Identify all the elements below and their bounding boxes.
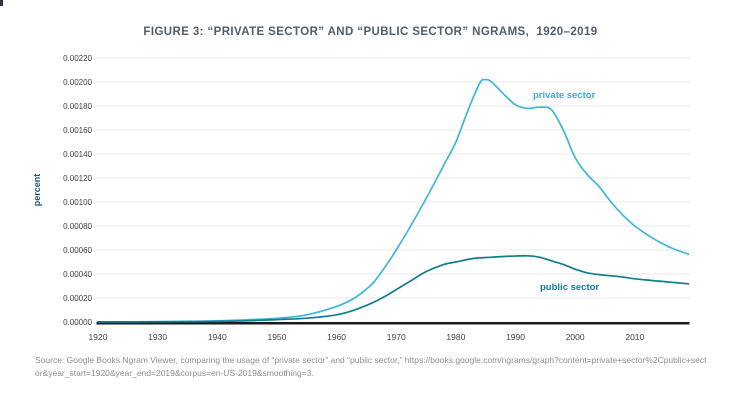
series-label-private-sector: private sector [533,90,596,101]
x-tick-label: 1950 [267,332,286,342]
y-tick-label: 0.00060 [63,246,92,255]
y-tick-label: 0.00120 [63,174,92,183]
y-tick-label: 0.00140 [63,150,92,159]
series-path-private-sector [97,78,690,323]
y-tick-label: 0.00020 [63,294,92,303]
series-path-public-sector [97,254,690,323]
y-tick-label: 0.00220 [63,54,92,63]
x-tick-label: 1940 [208,332,227,342]
x-tick-label: 1970 [387,332,406,342]
source-citation: Source: Google Books Ngram Viewer, compa… [35,355,707,378]
y-tick-label: 0.00080 [63,222,92,231]
x-tick-label: 1960 [327,332,346,342]
corner-artifact [0,0,3,6]
y-tick-label: 0.00160 [63,126,92,135]
y-tick-label: 0.00180 [63,102,92,111]
x-tick-label: 1980 [446,332,465,342]
y-tick-label: 0.00000 [63,318,92,327]
y-tick-label: 0.00200 [63,78,92,87]
y-tick-label: 0.00040 [63,270,92,279]
series-label-public-sector: public sector [540,282,600,293]
y-tick-label: 0.00100 [63,198,92,207]
figure-title: FIGURE 3: “PRIVATE SECTOR” AND “PUBLIC S… [143,26,598,38]
x-tick-label: 1920 [89,332,108,342]
x-tick-label: 2010 [625,332,644,342]
x-tick-label: 1990 [506,332,525,342]
x-tick-label: 1930 [148,332,167,342]
x-tick-label: 2000 [566,332,585,342]
